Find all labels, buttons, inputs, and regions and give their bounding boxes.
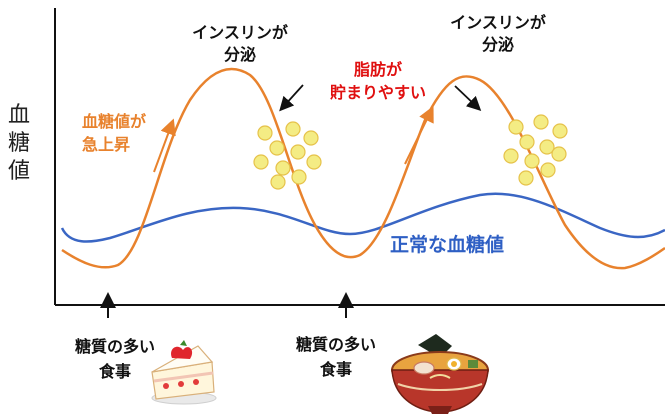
fat-arrow-left [279, 84, 304, 112]
spike-label-line-1: 血糖値が [82, 112, 146, 131]
insulin-label-1-line-1: インスリンが [192, 23, 288, 42]
spike-arrow-2 [404, 105, 434, 165]
meal-label-1-line-1: 糖質の多い [75, 337, 155, 356]
fat-label-line-2: 貯まりやすい [330, 83, 426, 102]
meal-label-2-line-1: 糖質の多い [296, 335, 376, 354]
y-axis-label-char-1: 血 [8, 103, 30, 128]
fat-arrow-right [454, 85, 482, 111]
ramen-bowl-icon [391, 334, 489, 414]
meal-label-1-line-2: 食事 [98, 362, 131, 381]
y-axis-label-char-3: 値 [8, 159, 30, 184]
fat-cluster-left [253, 121, 322, 190]
normal-glucose-label: 正常な血糖値 [390, 233, 504, 256]
meal-label-2-line-2: 食事 [319, 360, 352, 379]
fat-label-line-1: 脂肪が [354, 60, 402, 79]
insulin-label-2-line-2: 分泌 [482, 35, 514, 54]
y-axis-label-char-2: 糖 [8, 131, 30, 156]
spike-label-line-2: 急上昇 [82, 135, 130, 154]
spike-glucose-curve [61, 67, 665, 270]
fat-cluster-right [503, 114, 568, 186]
insulin-label-2-line-1: インスリンが [450, 13, 546, 32]
spike-arrow-1 [153, 118, 176, 173]
insulin-label-1-line-2: 分泌 [224, 45, 256, 64]
cake-icon [151, 340, 217, 405]
normal-glucose-curve [60, 192, 665, 243]
